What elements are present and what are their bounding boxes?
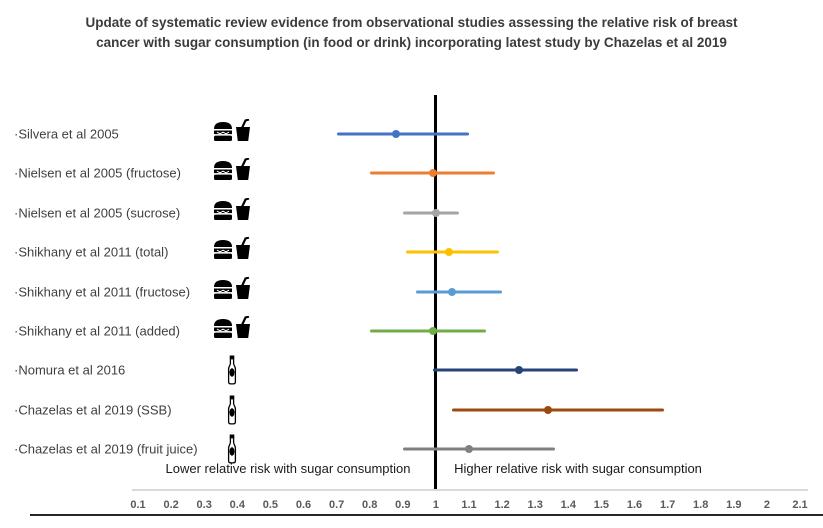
x-axis-tick-label: 0.2 <box>163 499 179 511</box>
x-axis-tick-label: 1.6 <box>626 499 643 511</box>
point-estimate-marker <box>514 366 523 375</box>
x-axis-tick-label: 0.5 <box>262 499 279 511</box>
x-axis-tick-label: 0.8 <box>362 499 378 511</box>
confidence-interval-bar <box>402 447 556 451</box>
x-axis-tick-label: 1.8 <box>693 499 709 511</box>
point-estimate-marker <box>465 445 473 454</box>
study-label: ·Chazelas et al 2019 (fruit juice) <box>14 441 198 457</box>
x-axis-tick-label: 1.5 <box>593 499 610 511</box>
x-axis-tick-label: 2.1 <box>792 499 808 511</box>
confidence-interval-bar <box>402 211 460 215</box>
bottle-icon <box>226 395 239 425</box>
study-label: ·Chazelas et al 2019 (SSB) <box>14 402 172 418</box>
study-label: ·Shikhany et al 2011 (fructose) <box>14 284 191 300</box>
food-drink-icon <box>211 315 253 346</box>
food-drink-icon <box>211 197 253 228</box>
x-axis-tick-label: 0.6 <box>295 499 312 511</box>
study-label: ·Nielsen et al 2005 (sucrose) <box>14 205 181 221</box>
x-axis-tick-label: 1.9 <box>726 499 742 511</box>
x-axis-tick-label: 0.1 <box>130 499 146 511</box>
x-axis-tick-label: 0.7 <box>328 499 345 511</box>
food-drink-icon <box>211 118 253 149</box>
x-axis-line <box>132 489 808 491</box>
x-axis-tick-label: 0.9 <box>395 499 411 511</box>
point-estimate-marker <box>448 287 457 296</box>
x-axis-tick-label: 1.7 <box>659 499 676 511</box>
x-axis-tick-label: 0.3 <box>196 499 212 511</box>
study-label: ·Shikhany et al 2011 (added) <box>14 323 180 339</box>
chart-title: Update of systematic review evidence fro… <box>85 15 738 51</box>
point-estimate-marker <box>445 248 454 257</box>
annotation-lower-risk: Lower relative risk with sugar consumpti… <box>165 461 411 476</box>
study-label: ·Silvera et al 2005 <box>14 126 119 142</box>
point-estimate-marker <box>392 130 401 138</box>
x-axis-tick-label: 2 <box>763 499 770 511</box>
confidence-interval-bar <box>416 290 503 294</box>
x-axis-tick-label: 1.4 <box>560 499 576 511</box>
point-estimate-marker <box>428 327 437 335</box>
confidence-interval-bar <box>432 368 579 372</box>
annotation-higher-risk: Higher relative risk with sugar consumpt… <box>454 461 702 476</box>
point-estimate-marker <box>544 405 553 414</box>
food-drink-icon <box>211 236 253 267</box>
study-label: ·Nomura et al 2016 <box>14 362 126 378</box>
bottle-icon <box>226 355 239 385</box>
x-axis-tick-label: 1.3 <box>527 499 543 511</box>
x-axis-tick-label: 1 <box>432 499 439 511</box>
food-drink-icon <box>211 157 253 188</box>
food-drink-icon <box>211 276 253 307</box>
x-axis-tick-label: 1.1 <box>461 499 477 511</box>
study-label: ·Shikhany et al 2011 (total) <box>14 244 169 260</box>
point-estimate-marker <box>428 169 437 178</box>
bottle-icon <box>226 434 239 464</box>
x-axis-tick-label: 1.2 <box>494 499 510 511</box>
confidence-interval-bar <box>336 132 469 136</box>
x-axis-tick-label: 0.4 <box>229 499 245 511</box>
study-label: ·Nielsen et al 2005 (fructose) <box>14 165 181 181</box>
confidence-interval-bar <box>369 329 486 333</box>
bottom-border-line <box>30 514 823 516</box>
point-estimate-marker <box>431 208 440 217</box>
confidence-interval-bar <box>452 408 665 412</box>
